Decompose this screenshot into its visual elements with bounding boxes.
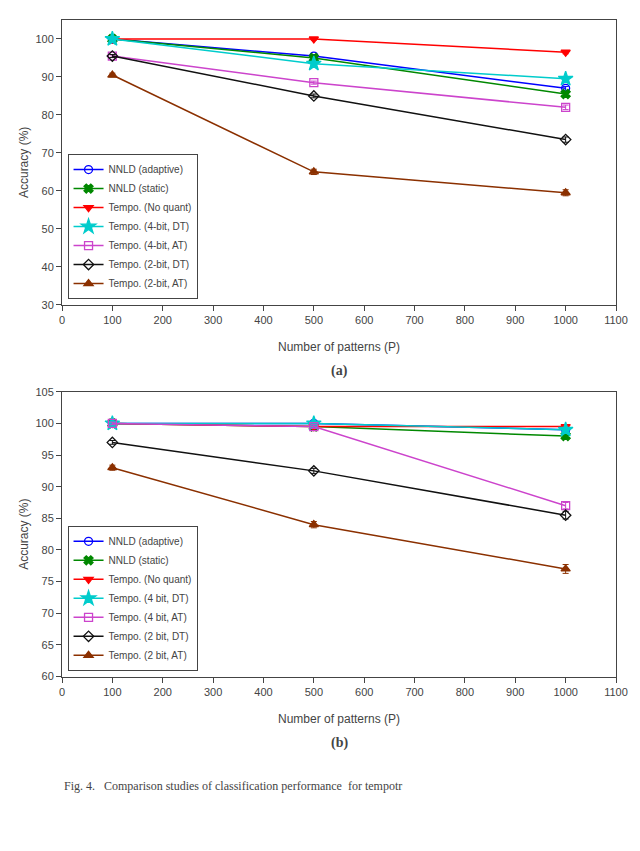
svg-text:600: 600 (355, 314, 373, 326)
svg-text:(a): (a) (331, 363, 348, 379)
svg-text:85: 85 (42, 512, 54, 524)
svg-text:0: 0 (59, 686, 65, 698)
svg-text:105: 105 (35, 386, 53, 398)
svg-text:95: 95 (42, 449, 54, 461)
svg-text:100: 100 (103, 314, 121, 326)
svg-text:Tempo. (2 bit, DT): Tempo. (2 bit, DT) (109, 631, 189, 642)
svg-text:Tempo. (4-bit, AT): Tempo. (4-bit, AT) (109, 240, 188, 251)
svg-text:60: 60 (42, 185, 54, 197)
svg-text:400: 400 (254, 686, 272, 698)
svg-text:200: 200 (154, 314, 172, 326)
svg-text:100: 100 (103, 686, 121, 698)
svg-text:Number of patterns (P): Number of patterns (P) (278, 712, 400, 726)
svg-text:30: 30 (42, 299, 54, 311)
svg-text:800: 800 (456, 686, 474, 698)
svg-text:Tempo. (4-bit, DT): Tempo. (4-bit, DT) (109, 221, 190, 232)
svg-text:Tempo. (No quant): Tempo. (No quant) (109, 574, 192, 585)
svg-text:60: 60 (42, 670, 54, 682)
svg-text:NNLD (adaptive): NNLD (adaptive) (109, 536, 183, 547)
svg-text:500: 500 (305, 686, 323, 698)
svg-text:(b): (b) (331, 735, 348, 751)
svg-text:Number of patterns (P): Number of patterns (P) (278, 340, 400, 354)
svg-text:70: 70 (42, 607, 54, 619)
svg-text:50: 50 (42, 223, 54, 235)
svg-text:500: 500 (305, 314, 323, 326)
svg-text:NNLD (static): NNLD (static) (109, 183, 169, 194)
svg-text:1100: 1100 (604, 314, 628, 326)
svg-text:300: 300 (204, 314, 222, 326)
svg-text:300: 300 (204, 686, 222, 698)
svg-text:Accuracy (%): Accuracy (%) (17, 498, 31, 569)
svg-text:75: 75 (42, 575, 54, 587)
svg-text:80: 80 (42, 544, 54, 556)
svg-text:40: 40 (42, 261, 54, 273)
svg-text:Tempo. (4 bit, AT): Tempo. (4 bit, AT) (109, 612, 187, 623)
svg-text:800: 800 (456, 314, 474, 326)
svg-text:900: 900 (506, 314, 524, 326)
svg-text:1000: 1000 (553, 686, 577, 698)
svg-text:0: 0 (59, 314, 65, 326)
svg-text:400: 400 (254, 314, 272, 326)
svg-text:200: 200 (154, 686, 172, 698)
svg-text:Tempo. (4 bit, DT): Tempo. (4 bit, DT) (109, 593, 189, 604)
svg-text:80: 80 (42, 109, 54, 121)
svg-text:Tempo. (2 bit, AT): Tempo. (2 bit, AT) (109, 650, 187, 661)
svg-text:900: 900 (506, 686, 524, 698)
svg-text:70: 70 (42, 147, 54, 159)
svg-text:1100: 1100 (604, 686, 628, 698)
svg-text:NNLD (adaptive): NNLD (adaptive) (109, 164, 183, 175)
svg-text:1000: 1000 (553, 314, 577, 326)
svg-text:65: 65 (42, 639, 54, 651)
svg-text:600: 600 (355, 686, 373, 698)
svg-text:90: 90 (42, 71, 54, 83)
svg-text:Fig. 4. Comparison studies o: Fig. 4. Comparison studies of classifica… (64, 779, 402, 793)
svg-text:90: 90 (42, 481, 54, 493)
svg-text:100: 100 (35, 33, 53, 45)
svg-text:100: 100 (35, 417, 53, 429)
svg-text:700: 700 (405, 686, 423, 698)
svg-text:700: 700 (405, 314, 423, 326)
svg-text:NNLD (static): NNLD (static) (109, 555, 169, 566)
svg-text:Tempo. (2-bit, DT): Tempo. (2-bit, DT) (109, 259, 190, 270)
svg-text:Tempo. (2-bit, AT): Tempo. (2-bit, AT) (109, 278, 188, 289)
svg-text:Tempo. (No quant): Tempo. (No quant) (109, 202, 192, 213)
svg-text:Accuracy (%): Accuracy (%) (17, 127, 31, 198)
